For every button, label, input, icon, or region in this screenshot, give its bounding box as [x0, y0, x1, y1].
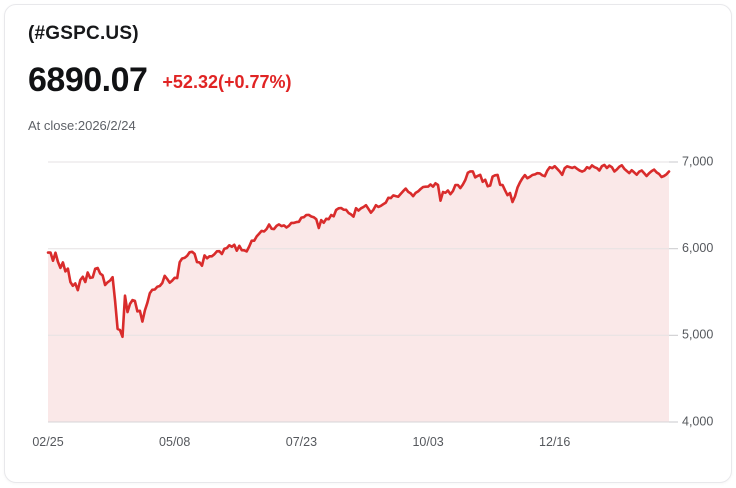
price-chart-svg[interactable]: 7,000 6,000 5,000 4,000 02/25 05/08 07/23 10/03…: [5, 150, 732, 460]
y-axis-label-5000: 5,000: [682, 328, 713, 342]
x-axis-label-12-16: 12/16: [539, 435, 570, 449]
area-fill: [48, 164, 669, 422]
y-axis-label-6000: 6,000: [682, 241, 713, 255]
x-axis-label-10-03: 10/03: [412, 435, 443, 449]
y-axis-label-7000: 7,000: [682, 154, 713, 168]
quote-card: (#GSPC.US) 6890.07 +52.32(+0.77%) At clo…: [4, 4, 732, 483]
price-change: +52.32(+0.77%): [162, 71, 292, 92]
x-axis-label-07-23: 07/23: [286, 435, 317, 449]
last-price: 6890.07: [28, 61, 148, 99]
y-axis-label-4000: 4,000: [682, 414, 713, 428]
symbol-title: (#GSPC.US): [28, 23, 139, 44]
quote-header: (#GSPC.US): [28, 23, 139, 45]
price-line: [46, 163, 671, 339]
at-close-timestamp: At close:2026/2/24: [28, 118, 136, 133]
price-row: 6890.07 +52.32(+0.77%): [28, 61, 292, 100]
x-axis-label-05-08: 05/08: [159, 435, 190, 449]
price-chart[interactable]: 7,000 6,000 5,000 4,000 02/25 05/08 07/23 10/03…: [5, 150, 732, 460]
x-axis-label-02-25: 02/25: [32, 435, 63, 449]
